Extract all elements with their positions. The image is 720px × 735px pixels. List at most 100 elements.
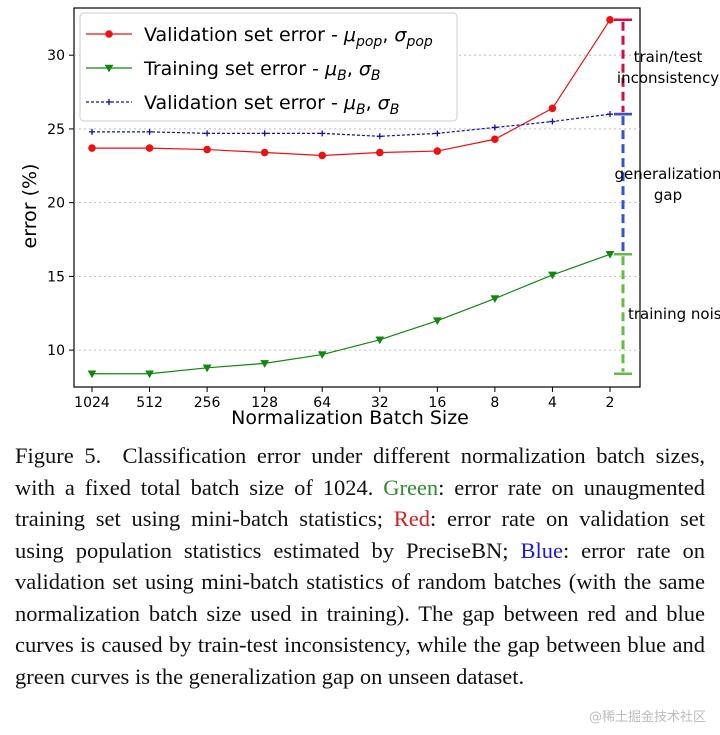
- y-tick-label: 15: [47, 269, 65, 285]
- data-point: [319, 130, 326, 137]
- series-line-red: [92, 19, 611, 157]
- data-point: [491, 135, 499, 144]
- caption-text-2: : error rate on unaugmented training set…: [15, 474, 706, 532]
- legend-label-part: σ: [359, 58, 372, 80]
- data-point: [318, 151, 327, 160]
- legend-label: Validation set error - μpop, σpop: [144, 24, 433, 50]
- legend-label-part: Validation set error -: [144, 24, 344, 46]
- x-tick-label: 32: [371, 395, 389, 411]
- data-point: [549, 118, 556, 125]
- legend-entry-red: Validation set error - μpop, σpop: [86, 24, 433, 50]
- legend-label-part: pop: [355, 34, 382, 50]
- annotation-label: inconsistency: [617, 69, 719, 87]
- y-tick-label: 30: [47, 48, 65, 64]
- figure-caption: Figure 5. Classification error under dif…: [15, 440, 705, 692]
- data-point: [145, 144, 154, 152]
- data-point: [432, 317, 442, 326]
- legend-label: Training set error - μB, σB: [143, 58, 380, 84]
- legend-label-part: Validation set error -: [144, 92, 344, 114]
- annotation-label: generalization: [615, 165, 720, 183]
- chart-figure: 10 15 20 25 30 1024 512 256 128 64 32 16 8 4 2 train/…: [19, 7, 720, 429]
- series-line-green: [92, 253, 611, 375]
- x-tick-label: 1024: [74, 395, 110, 411]
- x-tick-label: 256: [194, 395, 221, 411]
- legend-label-part: B: [356, 102, 366, 118]
- legend-label-part: pop: [405, 34, 432, 50]
- legend-label-part: B: [371, 68, 381, 84]
- caption-text-1: Classification error under different nor…: [15, 443, 706, 500]
- legend-label-part: μ: [324, 58, 337, 80]
- data-point: [434, 130, 441, 137]
- data-point: [548, 271, 557, 280]
- legend-label-part: μ: [343, 24, 356, 46]
- legend-label-part: B: [390, 102, 400, 118]
- caption-text-3: : error rate on validation set using pop…: [15, 506, 705, 563]
- data-point: [317, 351, 327, 360]
- caption-label: Figure 5.: [15, 443, 102, 468]
- watermark: @稀土掘金技术社区: [588, 710, 706, 725]
- caption-blue-word: Blue: [520, 537, 563, 563]
- annotation-label: gap: [654, 186, 682, 204]
- data-point: [106, 99, 112, 105]
- y-axis-title: error (%): [19, 164, 41, 249]
- annotation-train-test: train/test inconsistency: [614, 18, 719, 116]
- annotation-generalization: generalization gap: [614, 112, 720, 256]
- data-point: [202, 364, 212, 373]
- data-point: [605, 251, 615, 259]
- data-point: [104, 64, 114, 73]
- data-point: [89, 128, 95, 135]
- data-point: [375, 148, 384, 157]
- legend-label: Validation set error - μB, σB: [144, 92, 399, 118]
- legend-label-part: ,: [382, 24, 394, 46]
- data-point: [105, 30, 113, 38]
- legend-label-part: ,: [366, 92, 378, 114]
- data-point: [376, 133, 383, 140]
- data-point: [145, 370, 154, 379]
- caption-red-word: Red: [393, 506, 431, 531]
- annotation-layer: train/test inconsistency generalization gap…: [614, 18, 720, 375]
- x-axis-title: Normalization Batch Size: [231, 407, 469, 429]
- legend-entry-blue: Validation set error - μB, σB: [86, 92, 399, 118]
- series-layer: [87, 15, 615, 379]
- data-point: [548, 104, 557, 113]
- y-tick-label: 10: [47, 343, 65, 359]
- x-tick-label: 512: [136, 395, 163, 411]
- y-ticks: 10 15 20 25 30: [47, 48, 74, 359]
- data-point: [88, 144, 96, 152]
- x-tick-label: 8: [490, 395, 499, 411]
- grid-lines: [74, 54, 640, 351]
- data-point: [491, 124, 498, 131]
- legend: Validation set error - μpop, σpopTrainin…: [79, 12, 458, 122]
- legend-label-part: Training set error -: [143, 58, 325, 80]
- series-red: [88, 15, 614, 160]
- x-tick-label: 4: [548, 395, 557, 411]
- series-blue: [89, 111, 613, 140]
- x-tick-label: 16: [428, 395, 446, 411]
- caption-green-word: Green: [383, 474, 439, 500]
- series-green: [87, 251, 615, 379]
- annotation-training-noise: training noise: [614, 253, 720, 375]
- legend-label-part: σ: [378, 92, 391, 114]
- x-tick-label: 64: [313, 395, 331, 411]
- data-point: [204, 130, 211, 137]
- legend-label-part: B: [337, 68, 347, 84]
- data-point: [490, 295, 500, 304]
- data-point: [261, 130, 268, 137]
- annotation-label: training noise: [628, 305, 720, 323]
- x-tick-label: 128: [251, 395, 278, 411]
- data-point: [260, 360, 270, 368]
- series-line-blue: [92, 113, 611, 137]
- chart-svg: 10 15 20 25 30 1024 512 256 128 64 32 16 8 4 2 train/…: [19, 7, 720, 429]
- legend-entry-green: Training set error - μB, σB: [86, 58, 380, 84]
- legend-label-part: σ: [394, 24, 407, 46]
- x-tick-label: 2: [606, 395, 615, 411]
- y-tick-label: 25: [47, 122, 65, 138]
- data-point: [203, 145, 211, 154]
- legend-box: [79, 12, 458, 122]
- legend-label-part: ,: [347, 58, 359, 80]
- data-point: [260, 148, 269, 157]
- x-ticks: 1024 512 256 128 64 32 16 8 4 2: [74, 387, 614, 411]
- data-point: [87, 370, 97, 379]
- data-point: [375, 336, 385, 345]
- annotation-label: train/test: [634, 48, 703, 66]
